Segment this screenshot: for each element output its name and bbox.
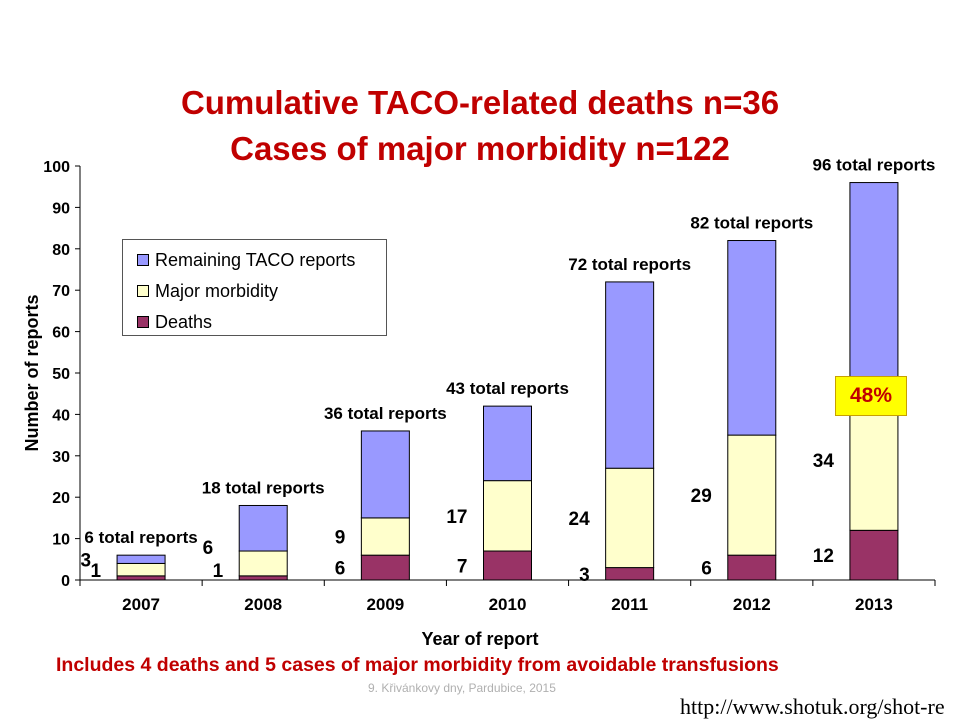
y-tick-label: 50 bbox=[52, 366, 70, 383]
y-tick-label: 20 bbox=[52, 490, 70, 507]
chart-legend: Remaining TACO reports Major morbidity D… bbox=[122, 239, 387, 336]
deaths-data-label: 3 bbox=[579, 565, 590, 586]
morbidity-data-label: 6 bbox=[203, 538, 214, 559]
morbidity-data-label: 17 bbox=[446, 507, 467, 528]
legend-item-remaining: Remaining TACO reports bbox=[137, 249, 355, 271]
bar-major-morbidity-2008 bbox=[238, 550, 288, 577]
bar-major-morbidity-2011 bbox=[605, 467, 655, 569]
bar-remaining-taco-reports-2011 bbox=[605, 281, 655, 469]
source-url: http://www.shotuk.org/shot-re bbox=[680, 694, 945, 719]
total-reports-label: 82 total reports bbox=[690, 214, 813, 233]
deaths-data-label: 1 bbox=[213, 561, 224, 582]
legend-label-morbidity: Major morbidity bbox=[155, 280, 279, 301]
y-tick-label: 60 bbox=[52, 325, 70, 342]
morbidity-data-label: 9 bbox=[335, 528, 346, 549]
legend-item-deaths: Deaths bbox=[137, 311, 212, 333]
y-tick-label: 80 bbox=[52, 242, 70, 259]
chart-title-line2: Cases of major morbidity n=122 bbox=[230, 130, 730, 167]
morbidity-data-label: 24 bbox=[569, 509, 591, 530]
x-axis-title: Year of report bbox=[421, 629, 538, 649]
total-reports-label: 96 total reports bbox=[813, 156, 936, 175]
legend-swatch-morbidity bbox=[137, 285, 149, 297]
legend-item-morbidity: Major morbidity bbox=[137, 280, 278, 302]
slide-footer: 9. Křivánkovy dny, Pardubice, 2015 bbox=[368, 681, 556, 695]
deaths-data-label: 12 bbox=[813, 546, 834, 567]
x-tick-label: 2011 bbox=[611, 595, 648, 614]
x-tick-label: 2012 bbox=[733, 595, 771, 614]
bar-remaining-taco-reports-2008 bbox=[238, 504, 288, 552]
legend-label-remaining: Remaining TACO reports bbox=[155, 249, 356, 270]
y-tick-label: 90 bbox=[52, 200, 70, 217]
legend-label-deaths: Deaths bbox=[155, 311, 213, 332]
bar-deaths-2011 bbox=[605, 567, 655, 581]
bar-major-morbidity-2007 bbox=[116, 562, 166, 577]
bar-major-morbidity-2009 bbox=[360, 517, 410, 556]
morbidity-data-label: 3 bbox=[80, 550, 91, 571]
bar-deaths-2008 bbox=[238, 575, 288, 581]
bar-remaining-taco-reports-2013 bbox=[849, 182, 899, 391]
bar-remaining-taco-reports-2007 bbox=[116, 554, 166, 564]
chart-title-line1: Cumulative TACO-related deaths n=36 bbox=[180, 84, 780, 121]
bar-remaining-taco-reports-2010 bbox=[483, 405, 532, 482]
bar-deaths-2013 bbox=[849, 529, 899, 581]
y-tick-label: 10 bbox=[52, 532, 70, 549]
y-tick-label: 100 bbox=[43, 159, 70, 176]
y-tick-label: 70 bbox=[52, 283, 70, 300]
x-tick-label: 2009 bbox=[366, 595, 404, 614]
x-tick-label: 2010 bbox=[489, 595, 527, 614]
bar-deaths-2012 bbox=[727, 554, 777, 581]
y-tick-label: 30 bbox=[52, 449, 70, 466]
bar-deaths-2010 bbox=[483, 550, 532, 581]
deaths-data-label: 7 bbox=[457, 557, 468, 578]
x-tick-label: 2013 bbox=[855, 595, 893, 614]
morbidity-data-label: 29 bbox=[691, 486, 712, 507]
bar-remaining-taco-reports-2009 bbox=[360, 430, 410, 519]
footnote: Includes 4 deaths and 5 cases of major m… bbox=[56, 654, 779, 676]
y-axis-title: Number of reports bbox=[22, 294, 42, 451]
deaths-data-label: 6 bbox=[335, 559, 346, 580]
x-tick-label: 2007 bbox=[122, 595, 160, 614]
total-reports-label: 6 total reports bbox=[84, 528, 197, 547]
x-tick-label: 2008 bbox=[244, 595, 282, 614]
legend-swatch-deaths bbox=[137, 316, 149, 328]
total-reports-label: 43 total reports bbox=[446, 379, 569, 398]
morbidity-data-label: 34 bbox=[813, 451, 835, 472]
total-reports-label: 72 total reports bbox=[568, 255, 691, 274]
total-reports-label: 36 total reports bbox=[324, 404, 447, 423]
y-tick-label: 0 bbox=[61, 573, 70, 590]
bar-deaths-2009 bbox=[360, 554, 410, 581]
deaths-data-label: 6 bbox=[701, 559, 712, 580]
deaths-data-label: 1 bbox=[90, 561, 101, 582]
bar-major-morbidity-2010 bbox=[483, 480, 532, 552]
bar-major-morbidity-2012 bbox=[727, 434, 777, 556]
total-reports-label: 18 total reports bbox=[202, 478, 325, 497]
legend-swatch-remaining bbox=[137, 254, 149, 266]
y-tick-label: 40 bbox=[52, 407, 70, 424]
bar-deaths-2007 bbox=[116, 575, 166, 581]
percentage-annotation: 48% bbox=[835, 376, 907, 416]
bar-remaining-taco-reports-2012 bbox=[727, 240, 777, 436]
